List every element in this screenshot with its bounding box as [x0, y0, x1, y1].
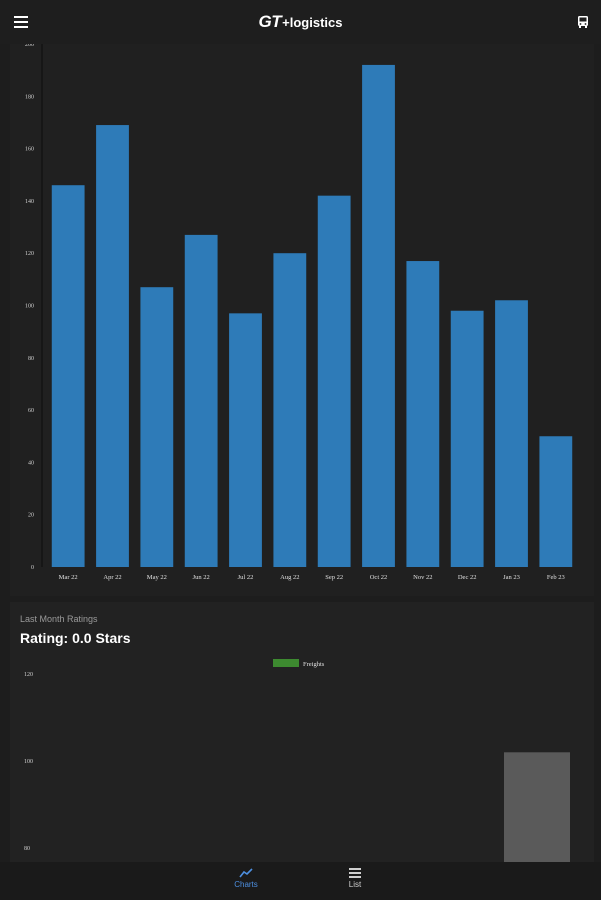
- ratings-subtitle: Last Month Ratings: [20, 614, 98, 624]
- monthly-bar-chart: 0 20 40 60 80 100 120 140 160 180 200 Mar 22 Apr 22 M…: [25, 42, 573, 581]
- x-tick-label: Oct 22: [370, 574, 388, 581]
- y-tick-label: 20: [28, 513, 34, 519]
- tab-list-label: List: [348, 880, 362, 889]
- bar-oct-22: [362, 64, 395, 568]
- x-tick-label: Aug 22: [280, 574, 299, 581]
- menu-icon[interactable]: [14, 16, 28, 28]
- tab-list[interactable]: List: [325, 868, 385, 889]
- y-tick-label: 160: [25, 147, 34, 153]
- tab-charts-label: Charts: [234, 880, 258, 889]
- truck-icon[interactable]: [577, 15, 589, 29]
- freights-bar: [504, 752, 570, 862]
- x-tick-label: May 22: [147, 574, 167, 581]
- bar-sep-22: [317, 195, 351, 568]
- top-app-bar: GT +logistics: [0, 0, 601, 44]
- x-tick-label: Jan 23: [503, 574, 520, 581]
- list-icon: [349, 868, 361, 878]
- y-tick-label: 100: [25, 304, 34, 310]
- x-tick-label: Nov 22: [413, 574, 432, 581]
- monthly-chart-card: 0 20 40 60 80 100 120 140 160 180 200 Mar 22 Apr 22 M…: [10, 42, 594, 596]
- y-tick-label: 100: [24, 759, 33, 765]
- bar-apr-22: [96, 125, 129, 567]
- bar-mar-22: [51, 185, 85, 567]
- bar-dec-22: [450, 310, 484, 567]
- y-tick-label: 120: [25, 251, 34, 257]
- x-tick-label: Feb 23: [547, 574, 565, 581]
- y-tick-label: 40: [28, 460, 34, 466]
- bar-feb-23: [539, 436, 573, 567]
- logo-logistics: +logistics: [282, 15, 343, 30]
- bar-jul-22: [229, 313, 262, 567]
- x-tick-label: Apr 22: [103, 574, 121, 581]
- bar-aug-22: [273, 253, 307, 567]
- bar-jun-22: [184, 234, 218, 567]
- bar-nov-22: [406, 261, 440, 567]
- y-tick-label: 120: [24, 672, 33, 678]
- y-tick-label: 140: [25, 199, 34, 205]
- x-tick-label: Mar 22: [59, 574, 78, 581]
- x-tick-label: Jun 22: [193, 574, 210, 581]
- y-tick-label: 0: [31, 565, 34, 571]
- bottom-nav: Charts List: [0, 862, 601, 900]
- bar-may-22: [140, 287, 174, 567]
- y-tick-label: 60: [28, 408, 34, 414]
- y-tick-label: 200: [25, 44, 34, 48]
- x-tick-label: Dec 22: [458, 574, 477, 581]
- y-tick-label: 80: [24, 846, 30, 852]
- x-tick-label: Jul 22: [238, 574, 254, 581]
- tab-charts[interactable]: Charts: [216, 868, 276, 889]
- logo-gt: GT: [258, 12, 282, 31]
- legend-label: Freights: [303, 661, 325, 668]
- ratings-title: Rating: 0.0 Stars: [20, 630, 131, 646]
- y-tick-label: 180: [25, 94, 34, 100]
- bar-jan-23: [495, 300, 528, 567]
- trend-line-icon: [239, 868, 253, 878]
- x-tick-label: Sep 22: [325, 574, 343, 581]
- y-tick-label: 80: [28, 356, 34, 362]
- ratings-card: Last Month Ratings Rating: 0.0 Stars 80 1…: [10, 602, 594, 862]
- app-logo: GT +logistics: [259, 12, 343, 32]
- legend-swatch: [273, 659, 299, 667]
